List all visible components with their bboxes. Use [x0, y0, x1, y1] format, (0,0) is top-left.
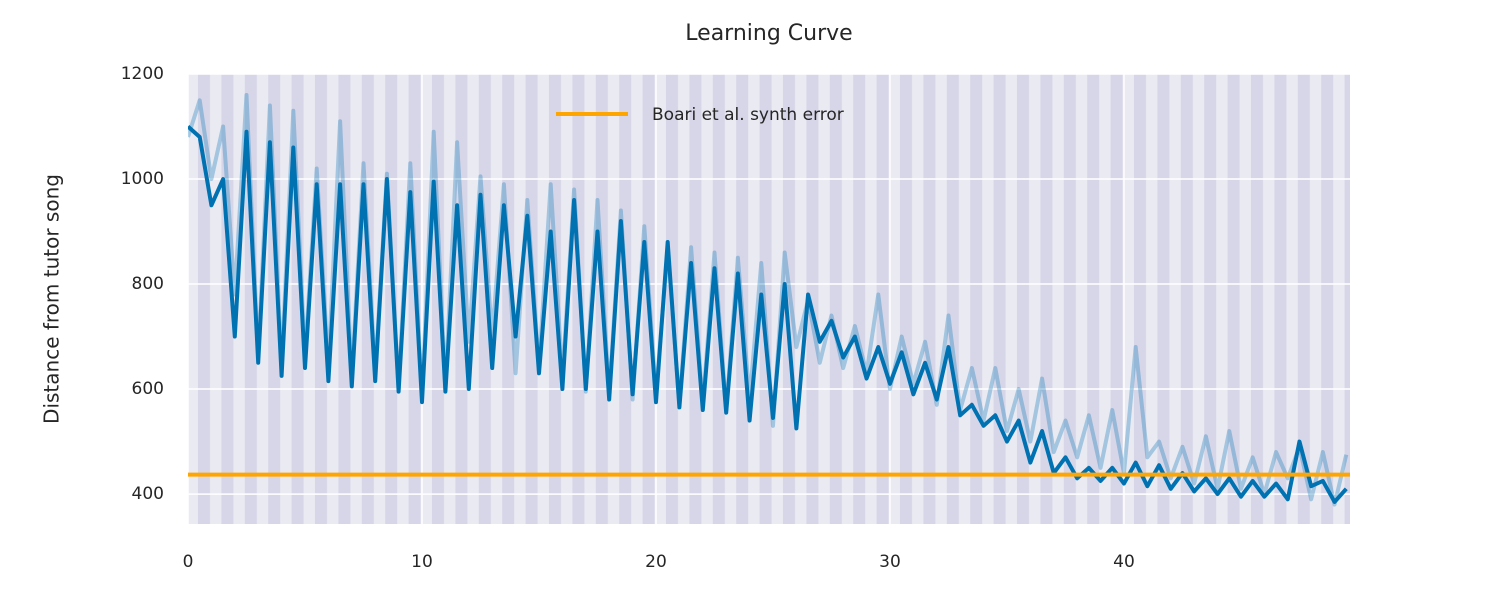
y-tick-label: 600 [132, 379, 164, 399]
plot-lines [188, 93, 1350, 507]
x-tick-label: 30 [879, 552, 901, 572]
chart-title: Learning Curve [685, 21, 852, 46]
plot-background [188, 74, 1350, 524]
y-tick-label: 1200 [121, 64, 164, 84]
x-axis-label: Day [749, 599, 789, 600]
legend-label: Boari et al. synth error [652, 105, 844, 125]
y-tick-label: 1000 [121, 169, 164, 189]
y-axis-label: Distance from tutor song [40, 174, 64, 424]
x-tick-label: 40 [1113, 552, 1135, 572]
y-tick-label: 800 [132, 274, 164, 294]
x-tick-label: 10 [411, 552, 433, 572]
y-tick-label: 400 [132, 484, 164, 504]
x-tick-label: 0 [183, 552, 194, 572]
labels: 400 600 800 1000 1200 0 10 20 30 40 Boari et al. s… [121, 64, 1135, 572]
x-tick-label: 20 [645, 552, 667, 572]
